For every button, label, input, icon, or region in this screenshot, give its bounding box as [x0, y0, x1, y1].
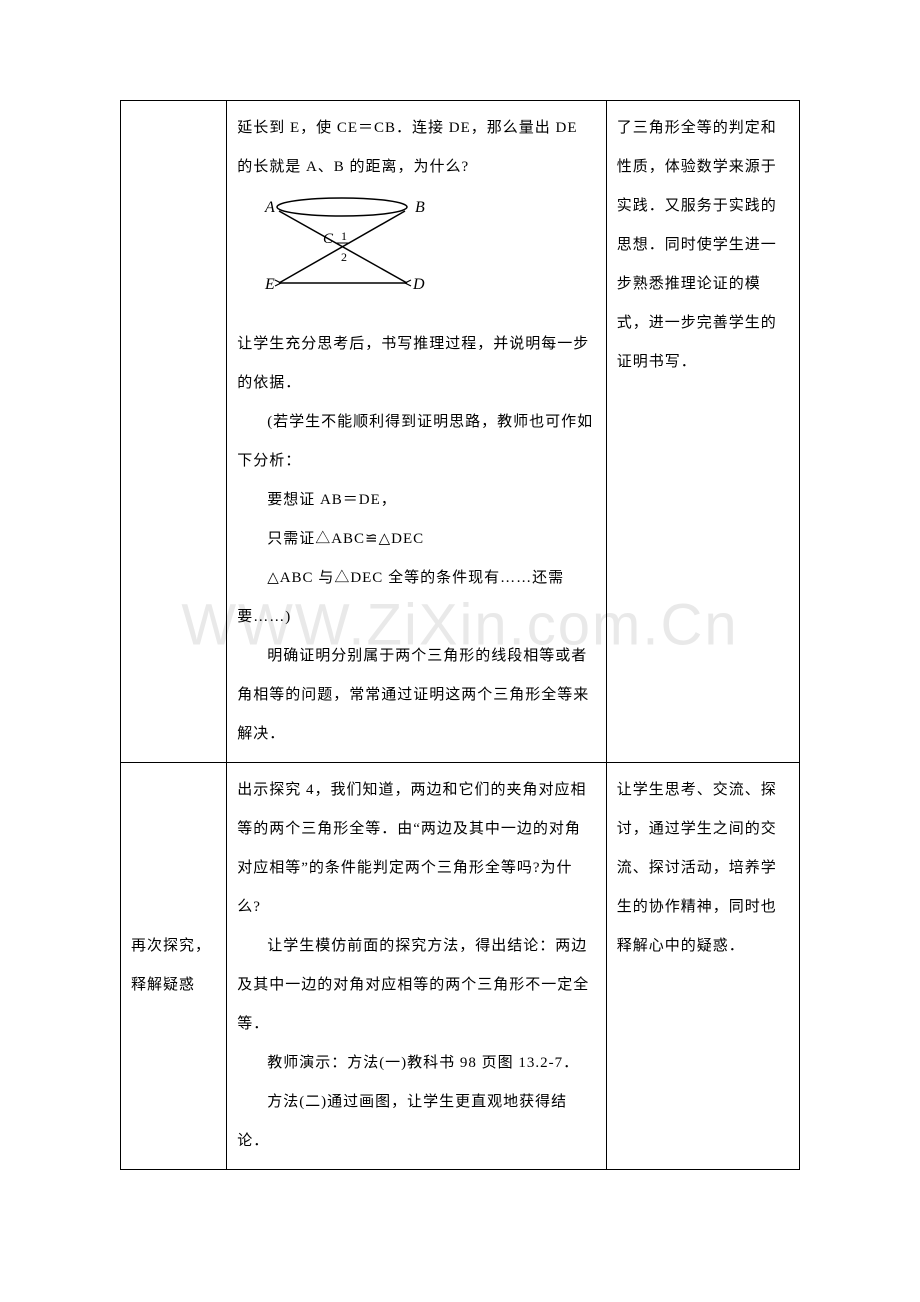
left-label-2a: 再次探究，: [131, 927, 216, 966]
table-row: 再次探究， 释解疑惑 出示探究 4，我们知道，两边和它们的夹角对应相等的两个三角…: [121, 763, 800, 1170]
mid-para: 只需证△ABC≌△DEC: [237, 520, 596, 559]
mid-para: 方法(二)通过画图，让学生更直观地获得结论．: [237, 1083, 596, 1161]
label-A: A: [264, 199, 276, 216]
mid-para: 要想证 AB＝DE，: [237, 481, 596, 520]
label-B: B: [415, 199, 426, 216]
diagram-svg: A B C 1 2 E D: [257, 193, 447, 303]
mid-para: 让学生模仿前面的探究方法，得出结论：两边及其中一边的对角对应相等的两个三角形不一…: [237, 927, 596, 1044]
geometry-diagram: A B C 1 2 E D: [257, 193, 596, 319]
mid-para: 延长到 E，使 CE＝CB．连接 DE，那么量出 DE 的长就是 A、B 的距离…: [237, 109, 596, 187]
mid-para: (若学生不能顺利得到证明思路，教师也可作如下分析：: [237, 403, 596, 481]
mid-para: 让学生充分思考后，书写推理过程，并说明每一步的依据．: [237, 325, 596, 403]
right-para: 让学生思考、交流、探讨，通过学生之间的交流、探讨活动，培养学生的协作精神，同时也…: [617, 771, 789, 966]
label-angle1: 1: [341, 229, 348, 243]
document-content: 延长到 E，使 CE＝CB．连接 DE，那么量出 DE 的长就是 A、B 的距离…: [120, 100, 800, 1170]
cell-right-2: 让学生思考、交流、探讨，通过学生之间的交流、探讨活动，培养学生的协作精神，同时也…: [606, 763, 799, 1170]
mid-para: 出示探究 4，我们知道，两边和它们的夹角对应相等的两个三角形全等．由“两边及其中…: [237, 771, 596, 927]
left-label-2b: 释解疑惑: [131, 966, 216, 1005]
mid-para: 教师演示：方法(一)教科书 98 页图 13.2-7．: [237, 1044, 596, 1083]
right-para: 了三角形全等的判定和性质，体验数学来源于实践．又服务于实践的思想．同时使学生进一…: [617, 109, 789, 382]
table-row: 延长到 E，使 CE＝CB．连接 DE，那么量出 DE 的长就是 A、B 的距离…: [121, 101, 800, 763]
label-angle2: 2: [341, 250, 348, 264]
cell-mid-2: 出示探究 4，我们知道，两边和它们的夹角对应相等的两个三角形全等．由“两边及其中…: [227, 763, 607, 1170]
cell-mid-1: 延长到 E，使 CE＝CB．连接 DE，那么量出 DE 的长就是 A、B 的距离…: [227, 101, 607, 763]
label-C: C: [323, 231, 334, 247]
cell-left-1: [121, 101, 227, 763]
label-E: E: [264, 276, 276, 293]
mid-para: △ABC 与△DEC 全等的条件现有……还需要……): [237, 559, 596, 637]
mid-para: 明确证明分别属于两个三角形的线段相等或者角相等的问题，常常通过证明这两个三角形全…: [237, 637, 596, 754]
lesson-table: 延长到 E，使 CE＝CB．连接 DE，那么量出 DE 的长就是 A、B 的距离…: [120, 100, 800, 1170]
cell-right-1: 了三角形全等的判定和性质，体验数学来源于实践．又服务于实践的思想．同时使学生进一…: [606, 101, 799, 763]
label-D: D: [412, 276, 426, 293]
cell-left-2: 再次探究， 释解疑惑: [121, 763, 227, 1170]
